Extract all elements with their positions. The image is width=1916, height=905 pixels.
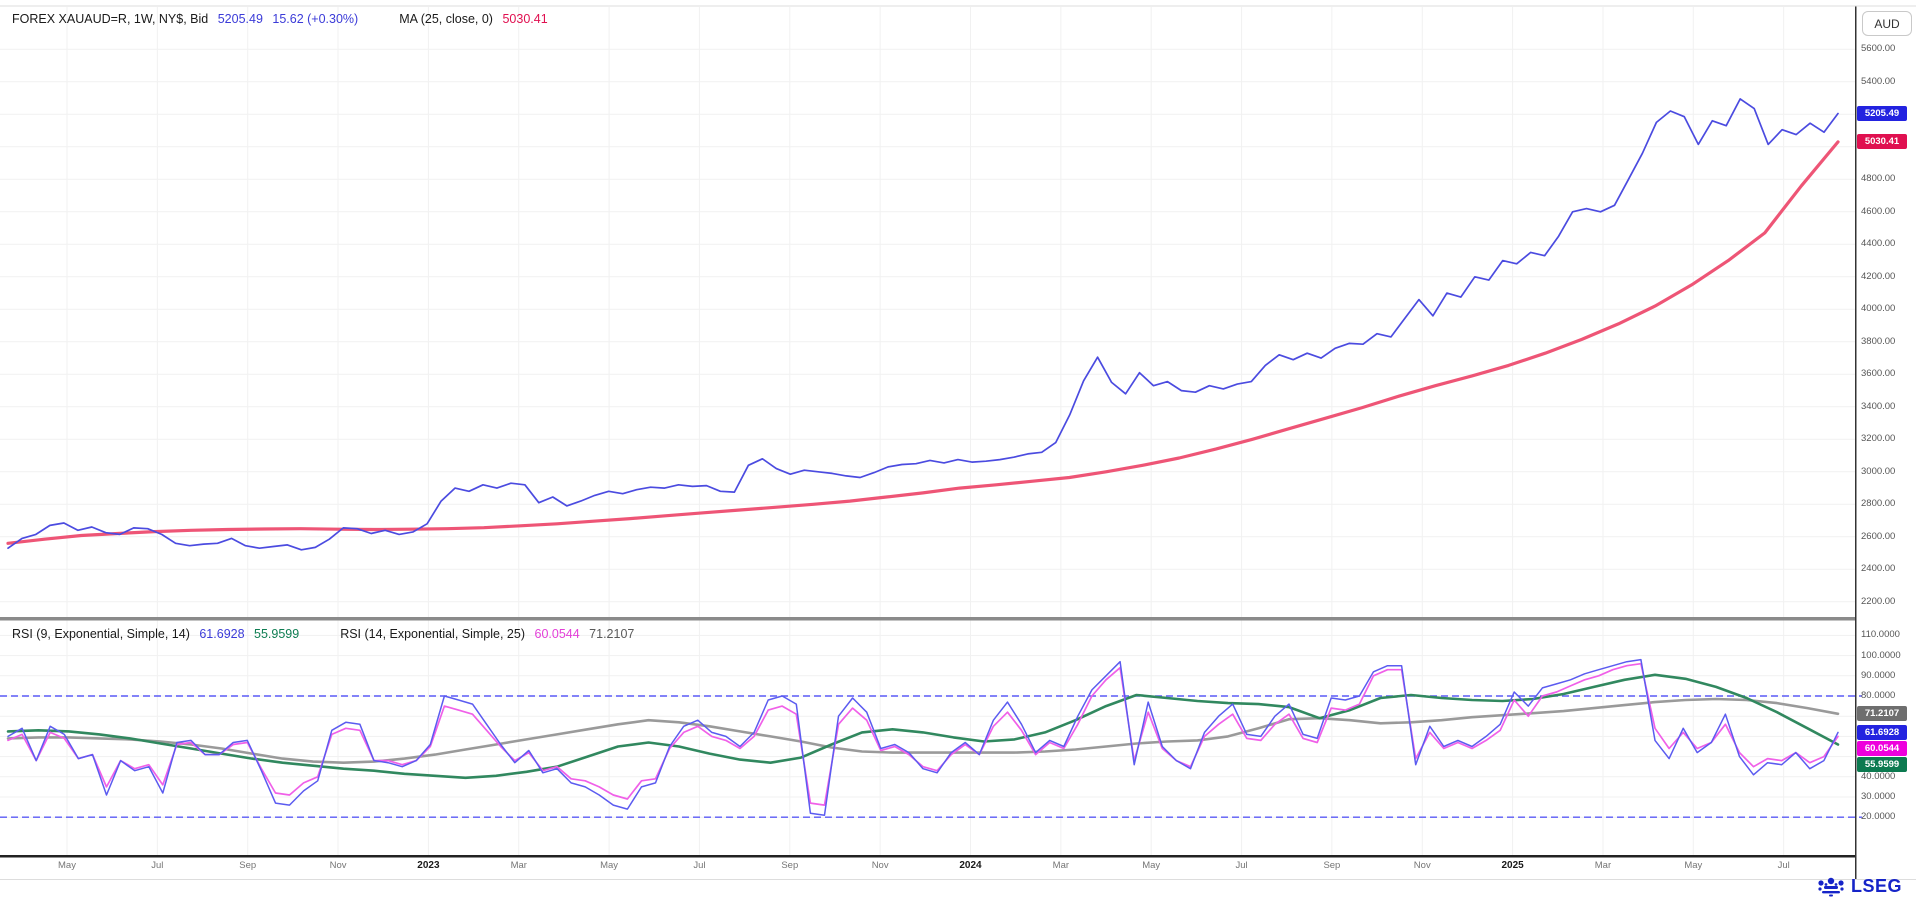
price-change: 15.62 (+0.30%) bbox=[272, 12, 359, 26]
rsi2-signal-value: 71.2107 bbox=[589, 627, 635, 641]
rsi1-value: 61.6928 bbox=[199, 627, 245, 641]
lseg-crest-icon bbox=[1818, 877, 1844, 897]
rsi-panel[interactable] bbox=[0, 622, 1855, 855]
lseg-logo-text: LSEG bbox=[1850, 875, 1902, 896]
rsi2-value: 60.0544 bbox=[534, 627, 580, 641]
ma-label: MA (25, close, 0) bbox=[399, 12, 493, 26]
price-panel[interactable] bbox=[0, 7, 1855, 617]
rsi-legend[interactable]: RSI (9, Exponential, Simple, 14) 61.6928… bbox=[12, 627, 640, 641]
rsi2-label: RSI (14, Exponential, Simple, 25) bbox=[340, 627, 526, 641]
rsi1-signal-value: 55.9599 bbox=[254, 627, 300, 641]
ma-value: 5030.41 bbox=[502, 12, 548, 26]
rsi1-label: RSI (9, Exponential, Simple, 14) bbox=[12, 627, 190, 641]
last-price: 5205.49 bbox=[217, 12, 263, 26]
currency-chip[interactable]: AUD bbox=[1862, 11, 1912, 36]
instrument-label: FOREX XAUAUD=R, 1W, NY$, Bid bbox=[12, 12, 209, 26]
price-legend[interactable]: FOREX XAUAUD=R, 1W, NY$, Bid 5205.49 15.… bbox=[12, 12, 554, 26]
lseg-branding: LSEG bbox=[1816, 874, 1902, 898]
